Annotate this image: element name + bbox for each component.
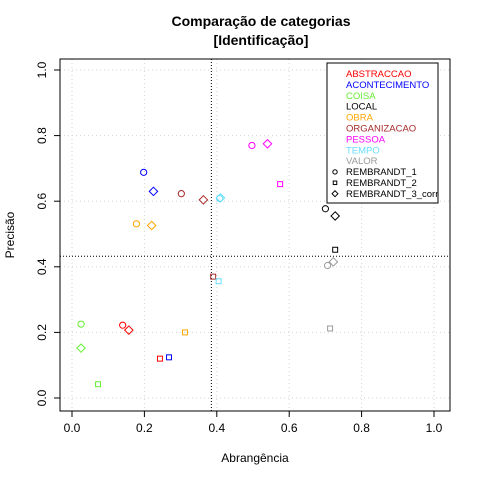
data-point [76,343,86,354]
legend-item-category: ACONTECIMENTO [346,80,429,91]
data-point [140,168,148,176]
legend-item-category: COISA [346,91,376,102]
data-point [95,381,102,388]
legend-item-category: OBRA [346,113,374,124]
data-point [132,220,141,228]
legend-item-series: REMBRANDT_1 [346,167,417,178]
x-axis-label: Abrangência [221,451,289,465]
data-point [332,246,339,253]
y-tick-label: 0.6 [35,193,49,210]
y-tick-label: 0.4 [35,258,49,275]
data-point [323,261,332,270]
legend-marker [332,180,338,186]
plot-frame [59,58,451,412]
axes: 0.0 0.2 0.4 0.6 0.8 1.0 0.0 0.2 0.4 0.6 0.8 1.0 [35,58,451,435]
data-point [198,194,209,205]
legend-item-category: LOCAL [346,102,377,113]
data-point [215,193,226,203]
legend-marker [332,169,338,175]
legend-item-series: REMBRANDT_2 [346,178,417,189]
y-tick-label: 1.0 [35,61,49,78]
data-point [321,205,329,213]
data-point [177,190,185,198]
legend-item-category: ABSTRACCAO [346,69,411,80]
x-tick-label: 0.2 [136,421,153,435]
data-point [262,138,273,149]
legend-item-category: TEMPO [346,145,380,156]
legend-item-category: PESSOA [346,134,386,145]
y-tick-label: 0.2 [35,324,49,341]
data-point [148,186,159,197]
data-point [248,141,256,150]
x-tick-label: 1.0 [426,421,443,435]
legend-item-category: ORGANIZACAO [346,124,416,135]
data-point [330,211,341,221]
x-tick-label: 0.6 [281,421,298,435]
data-point [119,321,127,329]
data-point [166,354,172,361]
data-points [76,138,341,388]
data-point [123,325,134,335]
x-tick-label: 0.0 [64,421,81,435]
data-point [210,273,217,280]
legend-item-category: VALOR [346,156,378,167]
x-tick-label: 0.4 [208,421,225,435]
data-point [181,329,188,336]
chart-subtitle: [Identificação] [214,32,309,48]
legend: ABSTRACCAOACONTECIMENTOCOISALOCALOBRAORG… [326,62,439,204]
legend-box [326,62,439,204]
data-point [277,181,284,188]
data-point [328,256,339,267]
data-point [77,320,85,328]
reference-lines [60,59,450,411]
data-point [156,355,163,362]
y-axis-label: Precisão [3,211,17,258]
legend-item-series: REMBRANDT_3_corr [346,189,438,200]
legend-marker [331,190,339,198]
data-point [215,278,222,285]
y-tick-label: 0.8 [35,127,49,144]
chart-title: Comparação de categorias [172,13,351,29]
data-point [146,220,157,231]
x-tick-label: 0.8 [353,421,370,435]
y-tick-label: 0.0 [35,389,49,406]
data-point [327,325,334,332]
